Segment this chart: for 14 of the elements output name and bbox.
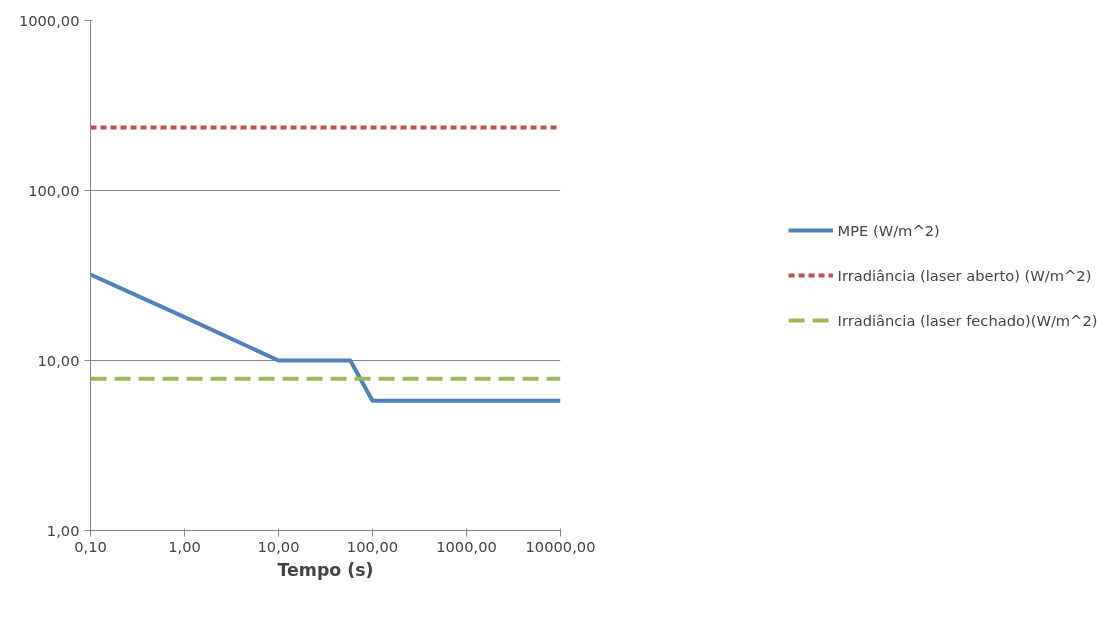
x-tick-label: 100,00 (346, 537, 399, 555)
x-tick-label: 10,00 (257, 537, 300, 555)
y-tick-label: 1000,00 (18, 11, 80, 29)
y-tick-label: 10,00 (37, 351, 80, 369)
legend-label: Irradiância (laser aberto) (W/m^2) (837, 266, 1092, 284)
x-axis-title: Tempo (s) (277, 559, 374, 580)
x-tick-label: 1,00 (168, 537, 201, 555)
x-tick-label: 1000,00 (436, 537, 497, 555)
y-tick-label: 1,00 (46, 521, 80, 539)
legend-label: Irradiância (laser fechado)(W/m^2) (837, 311, 1098, 329)
y-tick-label: 100,00 (28, 181, 80, 199)
x-tick-label: 0,10 (74, 537, 107, 555)
legend-label: MPE (W/m^2) (837, 221, 940, 239)
x-tick-label: 10000,00 (525, 537, 596, 555)
